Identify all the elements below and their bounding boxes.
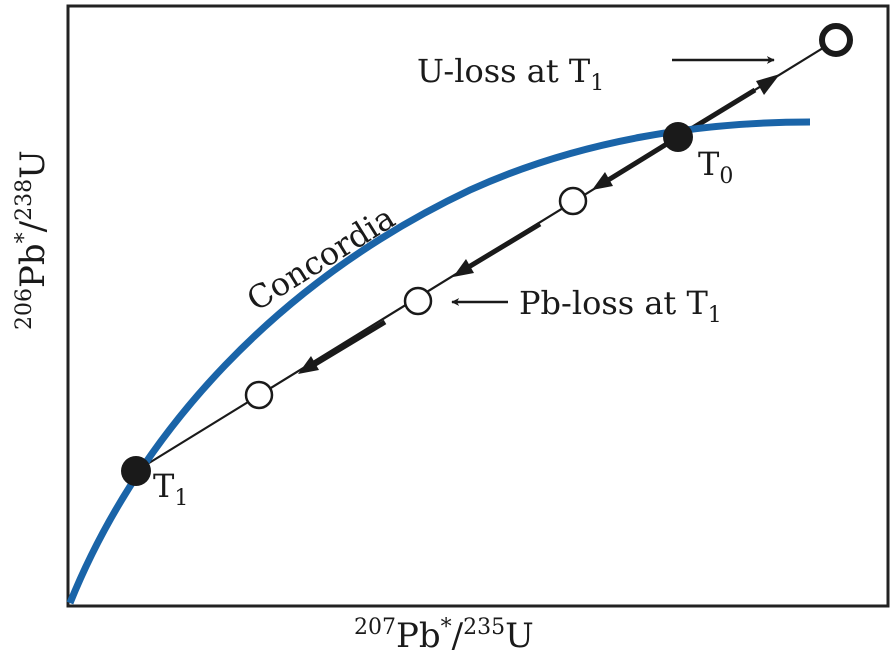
arrowhead-u-loss-line [756,74,780,95]
arrowhead-pb-loss-2 [453,259,474,277]
concordia-curve [66,118,811,605]
t1-point [121,456,151,486]
thick-segment-lower [310,319,387,369]
plot-frame [66,4,890,608]
open-point-u-loss [819,23,853,57]
x-axis-label: 207Pb*/235U [354,615,534,656]
y-axis-label: 206Pb*/238U [12,150,53,330]
t0-label: T0 [698,145,733,189]
pb-loss-label: Pb-loss at T1 [519,284,722,328]
open-point-middle [403,286,433,316]
u-loss-label: U-loss at T1 [417,52,604,96]
t0-point [663,122,693,152]
open-point-lower [244,380,274,410]
t1-label: T1 [153,467,188,511]
concordia-label: Concordia [240,198,401,319]
arrowhead-pb-loss-3 [298,356,319,374]
open-point-upper [558,186,588,216]
thick-segment-mid-2 [465,221,542,271]
arrowhead-pb-loss-1 [592,172,613,190]
